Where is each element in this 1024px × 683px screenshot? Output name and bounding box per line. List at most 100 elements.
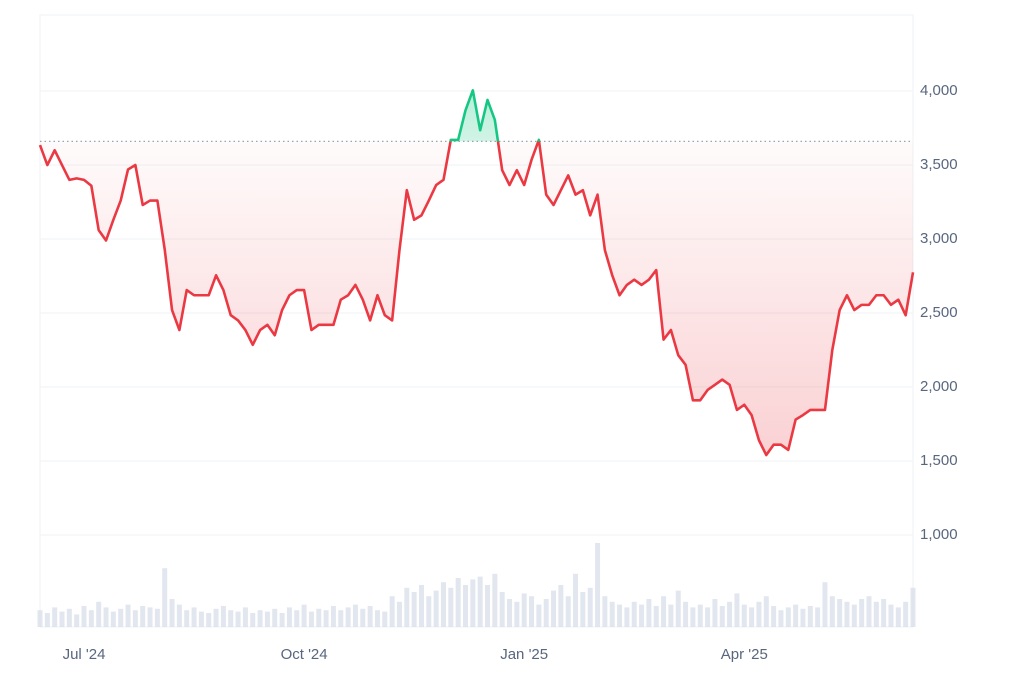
volume-bar (609, 601, 615, 627)
volume-bar (176, 604, 182, 627)
plot-frame (39, 14, 914, 628)
y-tick-label: 4,000 (920, 82, 958, 99)
volume-bar (668, 604, 674, 627)
volume-bar (338, 610, 344, 627)
volume-bar (851, 604, 857, 627)
volume-bar (712, 599, 718, 627)
volume-bar (661, 596, 667, 627)
y-tick-label: 2,500 (920, 304, 958, 321)
volume-bar (411, 592, 417, 627)
volume-bar (551, 590, 557, 627)
volume-bar (81, 606, 87, 627)
volume-bar (162, 568, 168, 627)
volume-bar (448, 587, 454, 627)
volume-bar (675, 590, 681, 627)
volume-bar (602, 596, 608, 627)
volume-bar (66, 608, 72, 627)
volume-bar (543, 599, 549, 627)
volume-bar (771, 606, 777, 627)
volume-bar (639, 604, 645, 627)
volume-bar (910, 587, 916, 627)
y-tick-label: 3,000 (920, 230, 958, 247)
volume-bar (389, 596, 395, 627)
y-tick-label: 3,500 (920, 156, 958, 173)
volume-bar (88, 610, 94, 627)
volume-bar (140, 606, 146, 627)
volume-bar (587, 587, 593, 627)
volume-bar (213, 608, 219, 627)
volume-bar (272, 608, 278, 627)
x-tick-label: Jul '24 (63, 646, 106, 663)
volume-bar (308, 611, 314, 627)
volume-bar (301, 604, 307, 627)
volume-bar (763, 596, 769, 627)
volume-bar (595, 543, 601, 627)
volume-bar (191, 607, 197, 627)
volume-bar (396, 601, 402, 627)
volume-bar (132, 610, 138, 627)
volume-bar (507, 599, 513, 627)
y-tick-label: 1,000 (920, 526, 958, 543)
volume-bar (470, 579, 476, 627)
volume-bar (440, 582, 446, 627)
volume-bar (778, 610, 784, 627)
volume-bar (653, 606, 659, 627)
volume-bar (903, 601, 909, 627)
volume-bar (352, 604, 358, 627)
volume-bar (279, 613, 285, 627)
volume-bar (888, 604, 894, 627)
volume-bar (697, 604, 703, 627)
volume-bar (433, 590, 439, 627)
volume-bar (580, 592, 586, 627)
volume-bar (617, 604, 623, 627)
volume-bar (881, 599, 887, 627)
volume-bar (646, 599, 652, 627)
volume-bar (859, 599, 865, 627)
x-tick-label: Apr '25 (721, 646, 768, 663)
volume-bar (719, 606, 725, 627)
volume-bar (756, 601, 762, 627)
volume-bar (514, 601, 520, 627)
volume-bar (785, 607, 791, 627)
volume-bar (96, 601, 102, 627)
volume-bar (844, 601, 850, 627)
volume-bar (103, 607, 109, 627)
y-tick-label: 1,500 (920, 452, 958, 469)
volume-bar (573, 573, 579, 627)
volume-bar (536, 604, 542, 627)
volume-bar (873, 601, 879, 627)
volume-bar (727, 601, 733, 627)
volume-bar (521, 593, 527, 627)
x-tick-label: Oct '24 (281, 646, 328, 663)
volume-bar (705, 607, 711, 627)
volume-bar (462, 585, 468, 627)
volume-bar (294, 610, 300, 627)
volume-bar (169, 599, 175, 627)
volume-bar (154, 608, 160, 627)
volume-bar (59, 611, 65, 627)
volume-bar (866, 596, 872, 627)
volume-bar (382, 611, 388, 627)
volume-bar (345, 607, 351, 627)
volume-bar (235, 611, 241, 627)
volume-bar (895, 607, 901, 627)
price-area (40, 90, 913, 456)
volume-bar (485, 585, 491, 627)
volume-bar (404, 587, 410, 627)
volume-bar (184, 610, 190, 627)
volume-bar (418, 585, 424, 627)
volume-bar (323, 610, 329, 627)
volume-bar (734, 593, 740, 627)
volume-bar (829, 596, 835, 627)
x-tick-label: Jan '25 (500, 646, 548, 663)
volume-bar (52, 607, 58, 627)
volume-bar (264, 611, 270, 627)
volume-bar (44, 613, 50, 627)
volume-bar (74, 614, 80, 627)
volume-bar (499, 592, 505, 627)
volume-bar (360, 608, 366, 627)
volume-bar (800, 608, 806, 627)
volume-bar (316, 608, 322, 627)
volume-bar (690, 607, 696, 627)
